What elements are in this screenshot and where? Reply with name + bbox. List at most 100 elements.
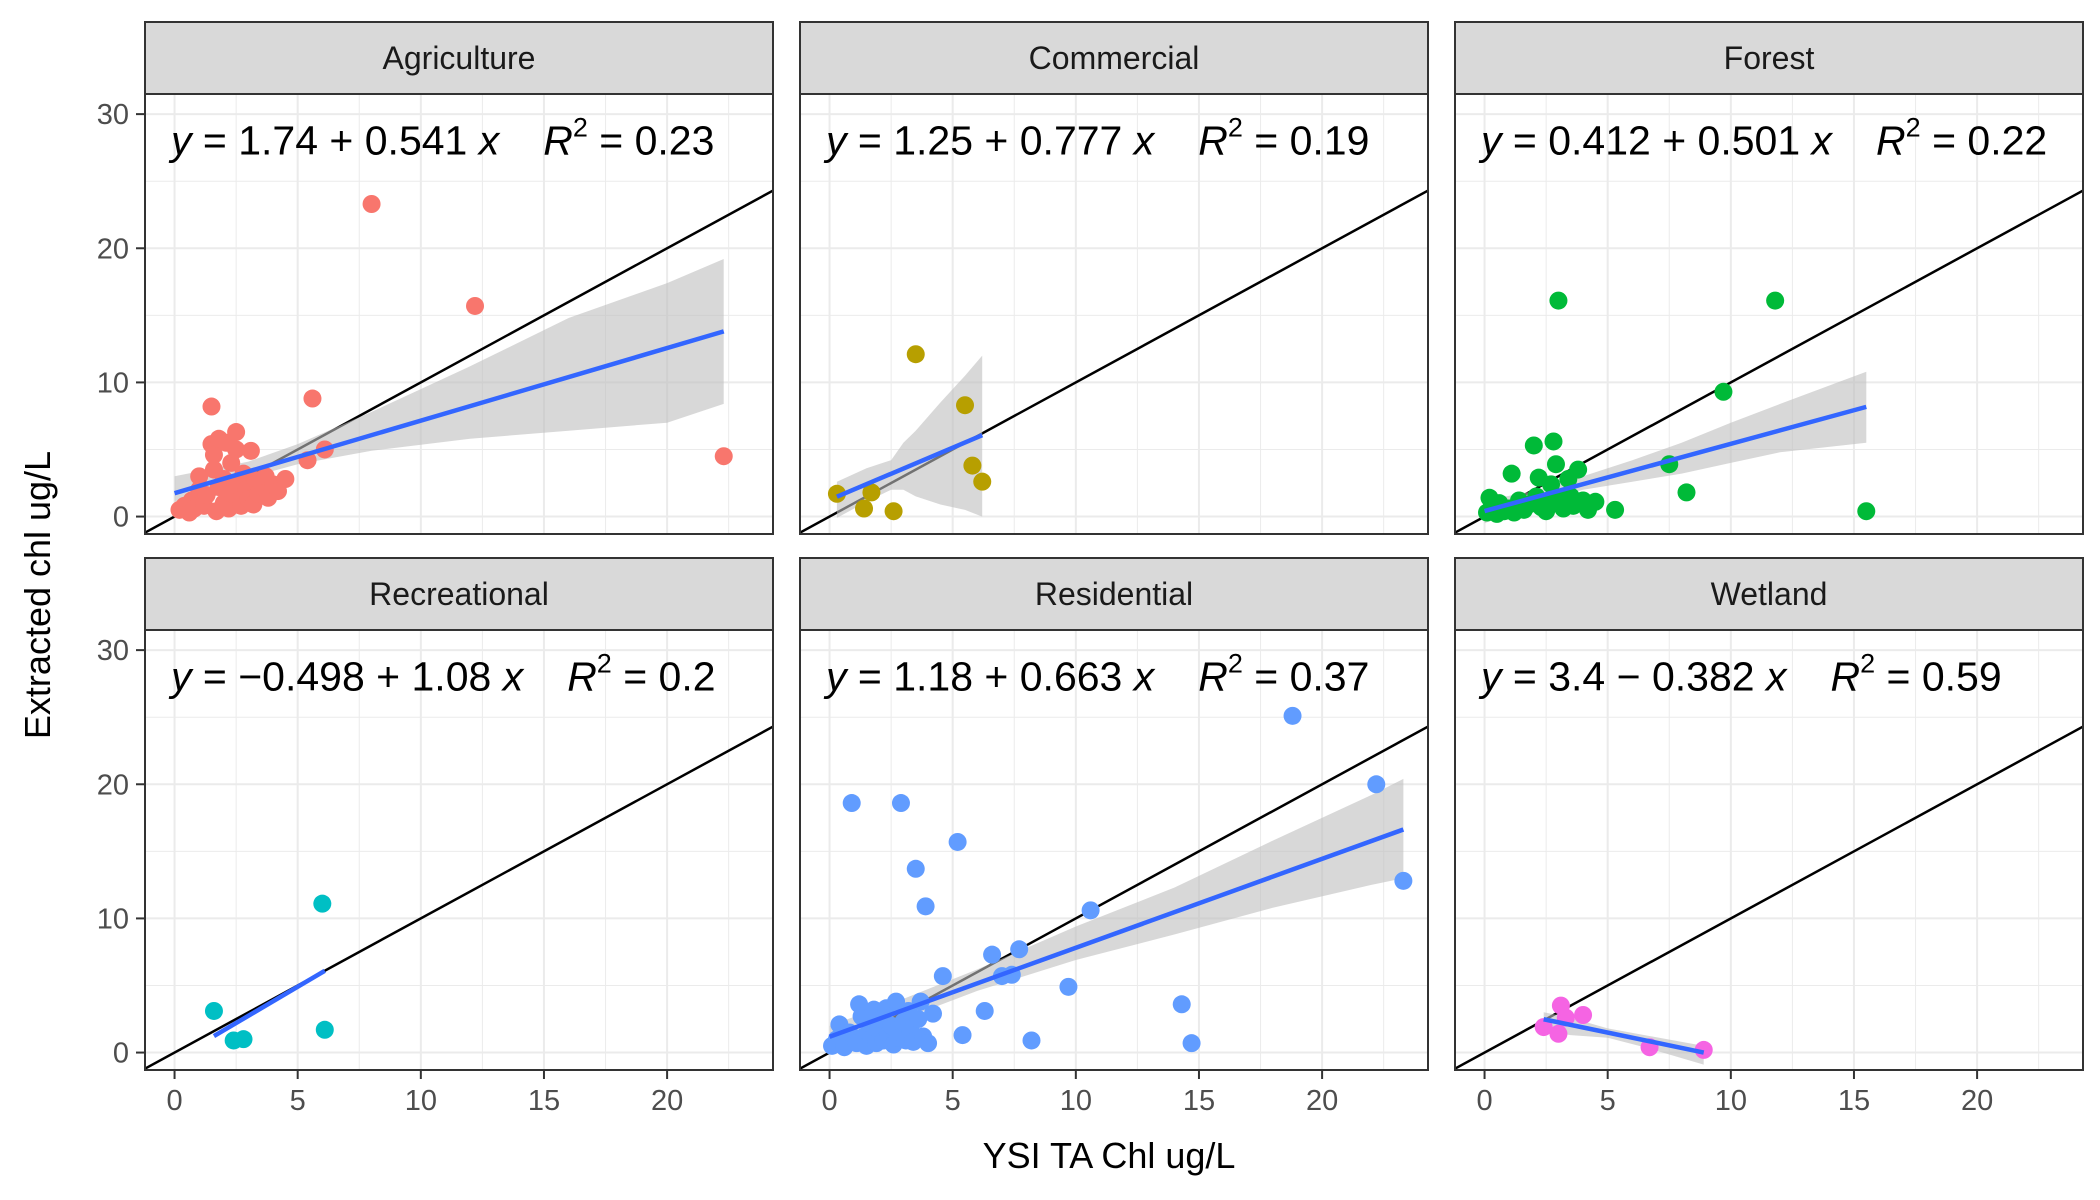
- data-point: [956, 396, 975, 415]
- data-point: [1857, 502, 1876, 521]
- x-tick-label: 5: [945, 1085, 961, 1117]
- x-tick-label: 20: [651, 1085, 683, 1117]
- plot-layer: y = 1.18 + 0.663 x R2 = 0.37: [800, 648, 1428, 1070]
- r-squared-label: R: [543, 117, 573, 163]
- equation-y: y: [168, 653, 194, 699]
- r-squared-value: = 0.2: [612, 653, 716, 699]
- regression-line: [212, 968, 326, 1039]
- r-squared-value: = 0.59: [1875, 653, 2002, 699]
- x-tick-label: 0: [1476, 1085, 1492, 1117]
- equation-x: x: [1132, 117, 1156, 163]
- reference-line: [1455, 189, 2083, 534]
- data-point: [1182, 1034, 1201, 1053]
- regression-line: [836, 433, 984, 499]
- data-point: [948, 832, 967, 851]
- regression-line: [1483, 404, 1867, 514]
- panel-background: [145, 630, 773, 1070]
- panel-forest: Forest y = 0.412 + 0.501 x R2 = 0.22: [1454, 21, 2084, 535]
- data-point: [975, 1001, 994, 1020]
- r-squared-value: = 0.22: [1921, 117, 2048, 163]
- data-point: [1010, 940, 1029, 959]
- equation-coefficients: = 3.4 − 0.382: [1502, 653, 1766, 699]
- data-point: [1283, 706, 1302, 725]
- data-point: [1059, 977, 1078, 996]
- x-tick-label: 15: [528, 1085, 560, 1117]
- strip-agriculture: [144, 21, 774, 95]
- data-point: [1586, 492, 1605, 511]
- data-point: [973, 472, 992, 491]
- data-point: [923, 1004, 942, 1023]
- r-squared-value: = 0.37: [1243, 653, 1370, 699]
- equation-coefficients: = 1.25 + 0.777: [847, 117, 1134, 163]
- data-point: [714, 447, 733, 466]
- equation-x: x: [1810, 117, 1834, 163]
- strip-label: Forest: [1724, 40, 1815, 76]
- regression-equation: y = 0.412 + 0.501 x R2 = 0.22: [1478, 112, 2047, 163]
- confidence-band: [829, 778, 1404, 1049]
- r-squared-superscript: 2: [573, 112, 588, 142]
- equation-coefficients: = 1.18 + 0.663: [847, 653, 1134, 699]
- data-point: [313, 894, 332, 913]
- r-squared-value: = 0.19: [1243, 117, 1370, 163]
- x-tick-label: 0: [166, 1085, 182, 1117]
- strip-forest: [1454, 21, 2084, 95]
- data-point: [362, 195, 381, 213]
- x-tick-label: 15: [1183, 1085, 1215, 1117]
- x-tick-label: 10: [405, 1085, 437, 1117]
- data-point: [1544, 432, 1563, 451]
- plot-layer: y = −0.498 + 1.08 x R2 = 0.2: [145, 648, 773, 1070]
- data-point: [315, 1020, 334, 1039]
- data-point: [909, 1010, 928, 1029]
- equation-x: x: [501, 653, 525, 699]
- data-point: [466, 296, 485, 315]
- data-point: [1574, 1006, 1593, 1024]
- reference-line: [145, 725, 773, 1070]
- strip-commercial: [799, 21, 1429, 95]
- x-tick-label: 0: [821, 1085, 837, 1117]
- data-point: [1569, 460, 1588, 479]
- data-point: [204, 1001, 223, 1020]
- equation-y: y: [1478, 117, 1504, 163]
- data-point: [1546, 455, 1565, 474]
- r-squared-label: R: [1198, 117, 1228, 163]
- regression-line: [173, 329, 725, 496]
- panel-border: [144, 93, 774, 535]
- r-squared-label: R: [1830, 653, 1860, 699]
- equation-x: x: [477, 117, 501, 163]
- regression-equation: y = 1.18 + 0.663 x R2 = 0.37: [823, 648, 1369, 699]
- data-point: [906, 859, 925, 878]
- confidence-band: [836, 355, 983, 518]
- equation-coefficients: = 0.412 + 0.501: [1502, 117, 1812, 163]
- y-tick-label: 30: [97, 99, 129, 131]
- data-point: [204, 445, 223, 464]
- panel-wetland: Wetland y = 3.4 − 0.382 x R2 = 0.59 0 5 10 15 2…: [1454, 557, 2084, 1117]
- r-squared-superscript: 2: [1860, 648, 1875, 678]
- data-point: [891, 794, 910, 813]
- panel-border: [799, 93, 1429, 535]
- equation-y: y: [168, 117, 194, 163]
- data-point: [190, 467, 209, 486]
- data-point: [276, 470, 295, 488]
- regression-equation: y = 1.74 + 0.541 x R2 = 0.23: [168, 112, 714, 163]
- panel-background: [1455, 630, 2083, 1070]
- equation-x: x: [1132, 653, 1156, 699]
- y-tick-label: 10: [97, 903, 129, 935]
- data-point: [1394, 871, 1413, 890]
- data-point: [1081, 901, 1100, 920]
- plot-layer: y = 1.74 + 0.541 x R2 = 0.23: [145, 112, 773, 534]
- x-tick-label: 10: [1060, 1085, 1092, 1117]
- panel-border: [1454, 93, 2084, 535]
- regression-line: [1543, 1017, 1705, 1055]
- r-squared-superscript: 2: [1906, 112, 1921, 142]
- r-squared-label: R: [1876, 117, 1906, 163]
- data-point: [953, 1026, 972, 1045]
- data-point: [234, 1030, 253, 1049]
- data-point: [862, 483, 881, 502]
- data-point: [1677, 483, 1696, 502]
- data-point: [827, 484, 846, 503]
- x-tick-label: 5: [290, 1085, 306, 1117]
- panel-border: [144, 629, 774, 1071]
- panel-agriculture: Agriculture y = 1.74 + 0.541 x R2 = 0.23 0 1…: [97, 21, 774, 535]
- plot-layer: y = 3.4 − 0.382 x R2 = 0.59: [1455, 648, 2083, 1070]
